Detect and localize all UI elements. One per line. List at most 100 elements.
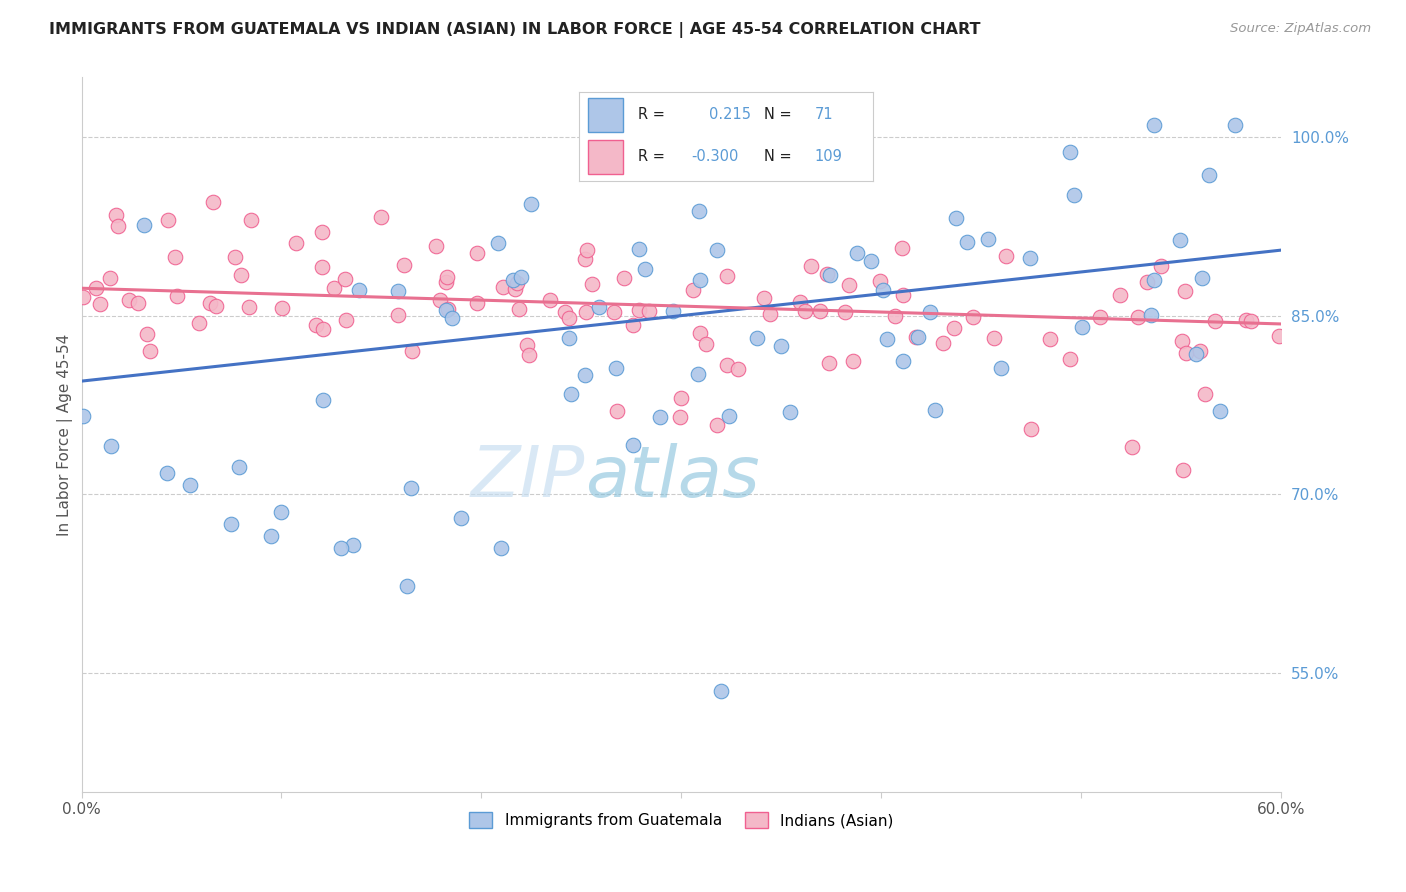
Point	[574, 252, 596, 266]
Point	[401, 481, 423, 495]
Point	[891, 242, 914, 256]
Point	[323, 281, 346, 295]
Point	[127, 295, 149, 310]
Point	[789, 295, 811, 310]
Point	[1209, 404, 1232, 418]
Point	[434, 302, 457, 317]
Point	[506, 276, 529, 290]
Point	[581, 277, 603, 291]
Point	[634, 262, 657, 277]
Point	[695, 337, 717, 351]
Point	[605, 404, 627, 418]
Point	[605, 361, 627, 376]
Point	[1198, 169, 1220, 183]
Point	[1071, 319, 1094, 334]
Point	[995, 249, 1018, 263]
Point	[1021, 422, 1043, 436]
Point	[118, 293, 141, 307]
Point	[229, 268, 252, 282]
Point	[688, 203, 710, 218]
Point	[538, 293, 561, 307]
Point	[794, 304, 817, 318]
Y-axis label: In Labor Force | Age 45-54: In Labor Force | Age 45-54	[58, 334, 73, 536]
Point	[891, 288, 914, 302]
Point	[105, 208, 128, 222]
Point	[166, 289, 188, 303]
Point	[745, 331, 768, 345]
Point	[575, 305, 598, 319]
Point	[509, 269, 531, 284]
Point	[434, 275, 457, 289]
Point	[156, 213, 179, 227]
Point	[387, 308, 409, 322]
Point	[669, 391, 692, 405]
Point	[486, 235, 509, 250]
Point	[312, 393, 335, 408]
Point	[907, 330, 929, 344]
Point	[688, 367, 710, 381]
Point	[808, 304, 831, 318]
Point	[872, 284, 894, 298]
Point	[401, 343, 423, 358]
Point	[924, 403, 946, 417]
Point	[1039, 332, 1062, 346]
Point	[271, 301, 294, 315]
Point	[1171, 334, 1194, 349]
Point	[396, 579, 419, 593]
Point	[575, 243, 598, 257]
Point	[198, 296, 221, 310]
Point	[1204, 313, 1226, 327]
Point	[1121, 440, 1143, 454]
Point	[465, 296, 488, 310]
Point	[392, 258, 415, 272]
Point	[1088, 310, 1111, 325]
Point	[333, 271, 356, 285]
Point	[516, 338, 538, 352]
Point	[138, 343, 160, 358]
Point	[1143, 273, 1166, 287]
Point	[574, 368, 596, 383]
Point	[905, 330, 928, 344]
Point	[335, 313, 357, 327]
Point	[492, 280, 515, 294]
Point	[221, 516, 243, 531]
Point	[706, 243, 728, 257]
Point	[187, 316, 209, 330]
Point	[520, 197, 543, 211]
Point	[312, 322, 335, 336]
Point	[270, 505, 292, 519]
Point	[990, 361, 1012, 376]
Point	[818, 268, 841, 282]
Point	[134, 218, 156, 232]
Point	[710, 683, 733, 698]
Point	[1223, 118, 1246, 132]
Point	[155, 466, 177, 480]
Point	[945, 211, 967, 225]
Point	[628, 302, 651, 317]
Point	[224, 250, 246, 264]
Point	[841, 354, 863, 368]
Point	[1143, 118, 1166, 132]
Point	[727, 362, 749, 376]
Point	[107, 219, 129, 234]
Point	[613, 271, 636, 285]
Point	[342, 538, 364, 552]
Point	[311, 225, 333, 239]
Point	[1126, 310, 1149, 324]
Point	[285, 235, 308, 250]
Point	[1188, 344, 1211, 359]
Point	[370, 210, 392, 224]
Point	[716, 268, 738, 283]
Point	[425, 239, 447, 253]
Point	[387, 284, 409, 298]
Point	[440, 310, 463, 325]
Point	[165, 250, 187, 264]
Point	[869, 274, 891, 288]
Point	[1059, 352, 1081, 367]
Point	[1150, 259, 1173, 273]
Point	[612, 144, 634, 158]
Point	[84, 281, 107, 295]
Point	[621, 438, 644, 452]
Point	[754, 291, 776, 305]
Point	[135, 327, 157, 342]
